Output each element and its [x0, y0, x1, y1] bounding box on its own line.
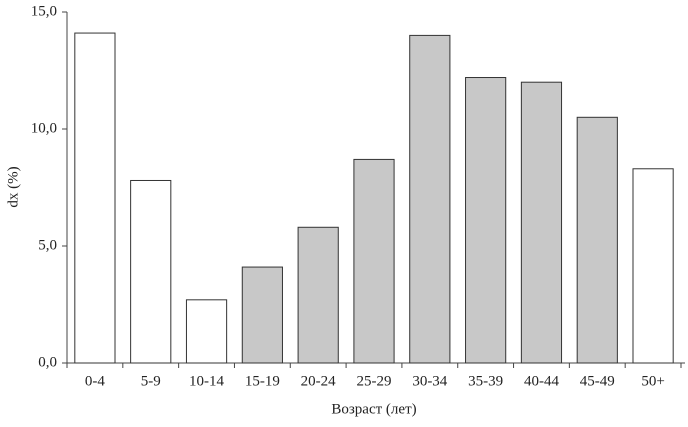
bar: [465, 77, 507, 364]
bar: [297, 226, 339, 364]
x-tick-label: 5-9: [141, 373, 161, 389]
bar: [130, 179, 172, 364]
y-tick-label: 5,0: [38, 237, 57, 253]
x-tick-label: 30-34: [412, 373, 447, 389]
bar: [409, 34, 451, 364]
y-tick-label: 10,0: [31, 120, 57, 136]
x-tick-label: 40-44: [524, 373, 559, 389]
x-tick-label: 50+: [641, 373, 664, 389]
x-tick-label: 0-4: [85, 373, 105, 389]
x-axis-label: Возраст (лет): [331, 401, 416, 417]
x-tick-label: 35-39: [468, 373, 503, 389]
bar: [576, 116, 618, 364]
x-tick-label: 10-14: [189, 373, 224, 389]
bar: [74, 32, 116, 364]
bar: [353, 158, 395, 364]
x-tick-label: 15-19: [245, 373, 280, 389]
bar: [520, 81, 563, 364]
bar: [241, 266, 283, 364]
y-axis-label: dx (%): [5, 166, 21, 207]
x-tick-label: 20-24: [301, 373, 336, 389]
bar: [632, 168, 674, 364]
y-tick-label: 15,0: [31, 3, 57, 19]
x-tick-label: 25-29: [357, 373, 392, 389]
bar: [185, 299, 228, 364]
x-tick-label: 45-49: [580, 373, 615, 389]
y-tick-label: 0,0: [38, 354, 57, 370]
